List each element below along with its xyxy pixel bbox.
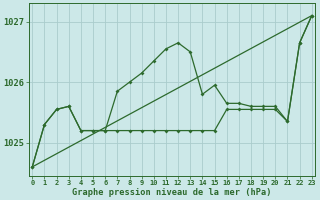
X-axis label: Graphe pression niveau de la mer (hPa): Graphe pression niveau de la mer (hPa): [72, 188, 272, 197]
